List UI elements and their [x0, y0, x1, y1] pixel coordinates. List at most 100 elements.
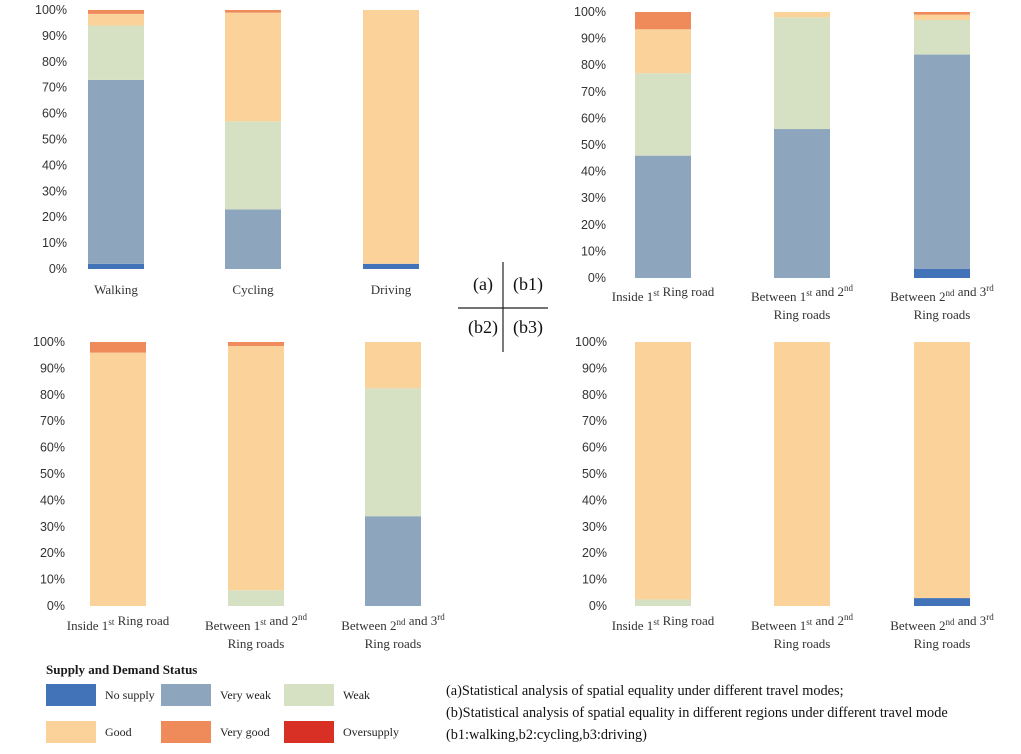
chart-panel-b2: 0% 10% 20% 30% 40% 50% 60% 70% 80% 90% 100% Inside …: [33, 335, 445, 651]
y-tick-label-b3-0: 0%: [589, 599, 607, 613]
y-tick-label-b2-40: 40%: [40, 493, 65, 507]
legend-swatch-weak: [284, 684, 334, 706]
bar-segment-b3-3-no-supply: [914, 598, 970, 606]
figure-caption: (a)Statistical analysis of spatial equal…: [446, 680, 1016, 746]
x-tick-label-b3-2-line2: Ring roads: [774, 636, 831, 651]
bar-segment-b3-1-weak: [635, 599, 691, 606]
y-tick-label-b3-60: 60%: [582, 441, 607, 455]
bar-segment-a-2-weak: [225, 121, 281, 210]
y-tick-label-b3-100: 100%: [575, 335, 607, 349]
y-tick-label-b1-80: 80%: [581, 58, 606, 72]
y-tick-label-b3-80: 80%: [582, 388, 607, 402]
bar-segment-b1-2-very-weak: [774, 129, 830, 278]
panel-label-b3: (b3): [513, 317, 543, 338]
bar-segment-b2-1-good: [90, 352, 146, 606]
legend-item-no-supply: No supply: [46, 684, 155, 706]
legend-title: Supply and Demand Status: [46, 662, 198, 677]
y-tick-label-a-40: 40%: [42, 158, 67, 172]
y-tick-label-b2-10: 10%: [40, 573, 65, 587]
x-tick-label-a-2: Cycling: [232, 282, 274, 297]
bar-segment-b2-3-very-weak: [365, 516, 421, 606]
y-tick-label-b2-20: 20%: [40, 546, 65, 560]
x-tick-label-b1-3: Between 2nd and 3rd: [890, 283, 994, 304]
bar-segment-b1-2-good: [774, 12, 830, 18]
y-tick-label-a-100: 100%: [35, 3, 67, 17]
legend-swatch-very-weak: [161, 684, 211, 706]
bar-segment-b2-3-good: [365, 342, 421, 389]
x-tick-label-b1-2-line2: Ring roads: [774, 307, 831, 322]
x-tick-label-b3-3-line2: Ring roads: [914, 636, 971, 651]
panel-key-cross: (a) (b1) (b2) (b3): [458, 262, 548, 352]
legend-label-very-good: Very good: [220, 724, 270, 739]
legend-label-very-weak: Very weak: [220, 687, 271, 702]
bar-segment-b2-3-weak: [365, 388, 421, 517]
chart-panel-b1: 0% 10% 20% 30% 40% 50% 60% 70% 80% 90% 100% Inside …: [574, 5, 994, 322]
bar-segment-a-1-good: [88, 13, 144, 26]
chart-panel-a: 0% 10% 20% 30% 40% 50% 60% 70% 80% 90% 100% Walking…: [35, 3, 419, 297]
y-tick-label-b1-0: 0%: [588, 271, 606, 285]
x-tick-label-a-3: Driving: [371, 282, 412, 297]
y-tick-label-b2-30: 30%: [40, 520, 65, 534]
y-tick-label-a-60: 60%: [42, 107, 67, 121]
y-tick-label-b2-70: 70%: [40, 414, 65, 428]
x-tick-label-b3-2: Between 1st and 2nd: [751, 612, 854, 633]
x-tick-label-b2-3: Between 2nd and 3rd: [341, 612, 445, 633]
legend-swatch-very-good: [161, 721, 211, 743]
bar-segment-a-2-very-weak: [225, 209, 281, 269]
bar-segment-b2-1-very-good: [90, 342, 146, 353]
bar-segment-a-2-good: [225, 12, 281, 122]
legend-item-weak: Weak: [284, 684, 370, 706]
y-tick-label-a-70: 70%: [42, 81, 67, 95]
y-tick-label-b1-50: 50%: [581, 138, 606, 152]
bar-segment-b1-1-good: [635, 29, 691, 74]
y-tick-label-b1-100: 100%: [574, 5, 606, 19]
bar-segment-a-3-good: [363, 10, 419, 264]
bar-segment-b1-3-very-weak: [914, 54, 970, 269]
y-tick-label-a-80: 80%: [42, 55, 67, 69]
y-tick-label-b2-0: 0%: [47, 599, 65, 613]
bar-segment-a-1-weak: [88, 25, 144, 80]
bar-segment-a-1-very-good: [88, 10, 144, 14]
charts-canvas: 0% 10% 20% 30% 40% 50% 60% 70% 80% 90% 100% Walking…: [33, 3, 994, 651]
legend: No supply Very weak Weak Good Very good Overs…: [46, 684, 406, 744]
bar-segment-a-1-very-weak: [88, 79, 144, 264]
legend-swatch-oversupply: [284, 721, 334, 743]
panel-label-b1: (b1): [513, 274, 543, 295]
bar-segment-b1-1-very-weak: [635, 155, 691, 278]
x-tick-label-b2-3-line2: Ring roads: [365, 636, 422, 651]
x-tick-label-b2-1: Inside 1st Ring road: [67, 613, 170, 633]
bar-segment-b1-3-very-good: [914, 12, 970, 15]
bar-segment-b3-1-good: [635, 342, 691, 600]
y-tick-label-a-90: 90%: [42, 29, 67, 43]
y-tick-label-b2-80: 80%: [40, 388, 65, 402]
panel-label-b2: (b2): [468, 317, 498, 338]
legend-swatch-no-supply: [46, 684, 96, 706]
bar-segment-b1-3-no-supply: [914, 268, 970, 278]
x-tick-label-b1-2: Between 1st and 2nd: [751, 283, 854, 304]
bar-segment-b1-1-weak: [635, 73, 691, 156]
y-tick-label-b3-10: 10%: [582, 573, 607, 587]
y-tick-label-b2-60: 60%: [40, 441, 65, 455]
bar-segment-b1-3-good: [914, 14, 970, 20]
caption-line-a: (a)Statistical analysis of spatial equal…: [446, 683, 844, 699]
legend-item-oversupply: Oversupply: [284, 721, 399, 743]
y-tick-label-b1-70: 70%: [581, 85, 606, 99]
legend-label-weak: Weak: [343, 687, 371, 702]
y-tick-label-a-20: 20%: [42, 210, 67, 224]
bar-segment-b3-2-good: [774, 342, 830, 606]
bar-segment-b1-1-very-good: [635, 12, 691, 30]
x-tick-label-b3-3: Between 2nd and 3rd: [890, 612, 994, 633]
y-tick-label-a-50: 50%: [42, 133, 67, 147]
legend-label-oversupply: Oversupply: [343, 724, 399, 739]
y-tick-label-b2-50: 50%: [40, 467, 65, 481]
x-tick-label-b3-1: Inside 1st Ring road: [612, 613, 715, 633]
y-tick-label-a-30: 30%: [42, 184, 67, 198]
y-tick-label-b3-40: 40%: [582, 493, 607, 507]
y-tick-label-a-0: 0%: [49, 262, 67, 276]
legend-label-no-supply: No supply: [105, 687, 155, 702]
y-tick-label-b1-10: 10%: [581, 244, 606, 258]
y-tick-label-a-10: 10%: [42, 236, 67, 250]
y-tick-label-b3-70: 70%: [582, 414, 607, 428]
y-tick-label-b2-90: 90%: [40, 361, 65, 375]
y-tick-label-b3-30: 30%: [582, 520, 607, 534]
